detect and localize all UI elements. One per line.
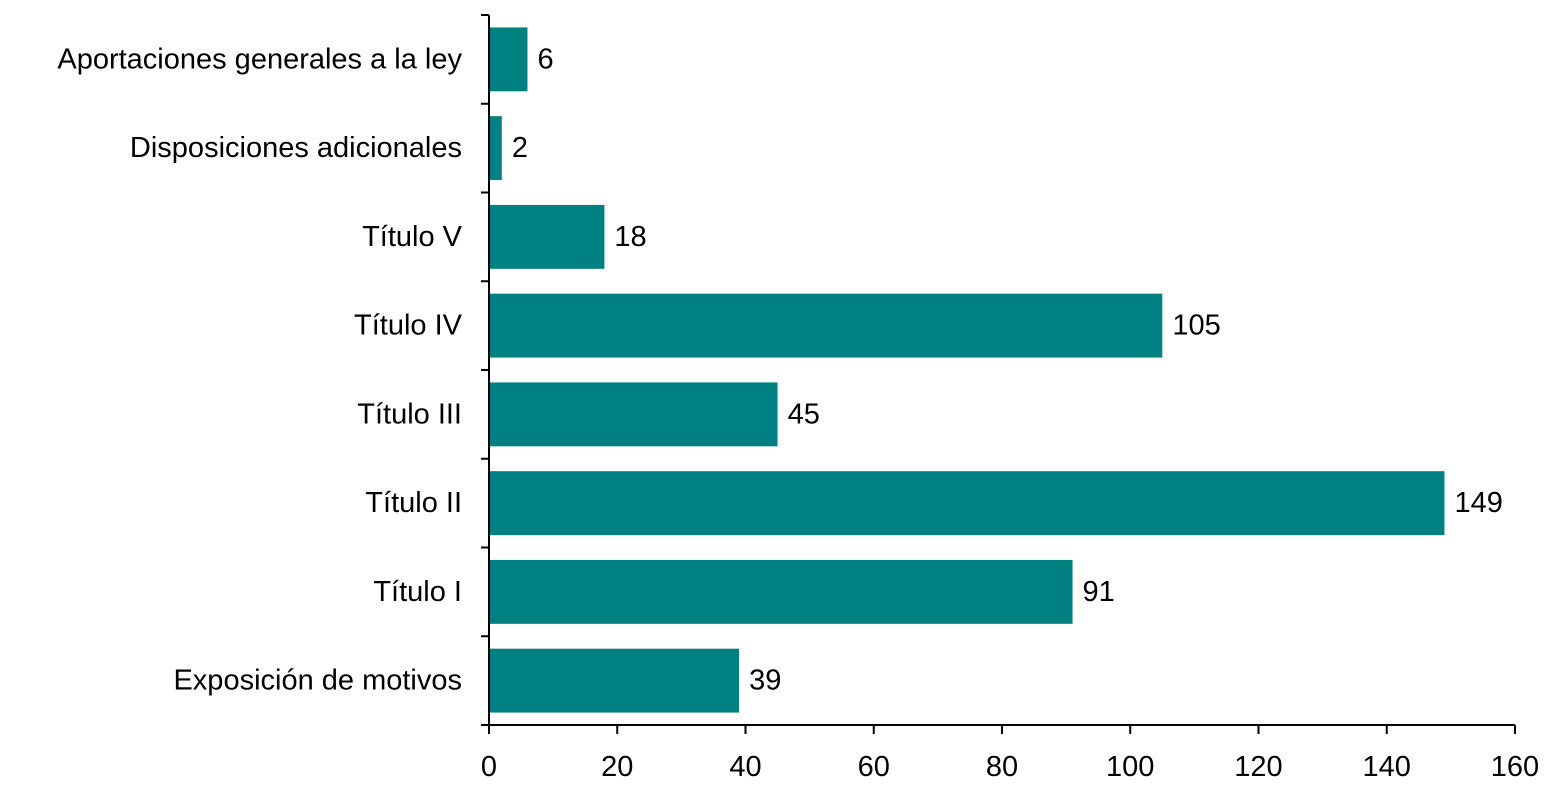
category-label: Título V: [362, 221, 463, 253]
y-ticks-group: [481, 14, 489, 726]
data-labels-group: 6 2 18 105 45 149 91 39: [512, 43, 1503, 696]
category-label: Título III: [357, 398, 462, 430]
bar: [489, 27, 528, 92]
x-ticks-group: [488, 725, 1516, 734]
data-label: 39: [749, 665, 781, 697]
x-tick-label: 0: [481, 751, 497, 783]
category-label: Aportaciones generales a la ley: [57, 43, 462, 75]
bar: [489, 648, 740, 713]
data-label: 18: [614, 221, 646, 253]
bars-group: [489, 27, 1445, 713]
category-label: Título II: [365, 487, 462, 519]
x-tick-label: 100: [1106, 751, 1154, 783]
x-tick-label: 60: [858, 751, 890, 783]
data-label: 2: [512, 132, 528, 164]
data-label: 149: [1454, 487, 1502, 519]
category-label: Título IV: [354, 310, 463, 342]
bar: [489, 116, 502, 181]
bar: [489, 471, 1445, 536]
x-tick-labels-group: 0 20 40 60 80 100 120 140 160: [481, 751, 1539, 783]
bar: [489, 293, 1163, 358]
data-label: 6: [537, 43, 553, 75]
bar: [489, 204, 605, 269]
x-tick-label: 80: [986, 751, 1018, 783]
data-label: 105: [1172, 310, 1220, 342]
category-label: Disposiciones adicionales: [130, 132, 462, 164]
bar: [489, 382, 778, 447]
x-tick-label: 140: [1363, 751, 1411, 783]
category-label: Título I: [373, 576, 462, 608]
x-tick-label: 120: [1234, 751, 1282, 783]
x-tick-label: 20: [601, 751, 633, 783]
x-tick-label: 160: [1491, 751, 1539, 783]
data-label: 91: [1083, 576, 1115, 608]
category-labels-group: Aportaciones generales a la ley Disposici…: [57, 43, 462, 696]
data-label: 45: [788, 398, 820, 430]
bar: [489, 559, 1073, 624]
category-label: Exposición de motivos: [173, 665, 462, 697]
x-tick-label: 40: [729, 751, 761, 783]
